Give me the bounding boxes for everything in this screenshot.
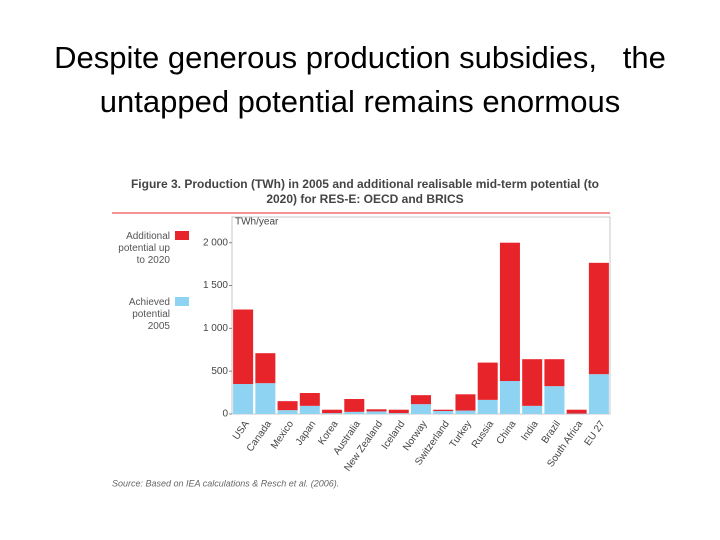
y-tick-label: 500 [211,366,228,377]
bar-segment [544,359,565,387]
y-tick-label: 1 500 [203,280,228,291]
bar-segment [433,409,454,412]
bar-segment [588,374,609,414]
bar-segment [522,359,543,406]
bar-segment [255,383,276,414]
x-tick-label: USA [231,419,252,442]
bar-segment [322,413,343,414]
y-tick-label: 0 [222,409,228,420]
bar-segment [299,405,320,414]
bar-segment [255,353,276,384]
x-tick-label: Russia [470,419,497,451]
x-tick-label: Japan [294,419,319,448]
bar-segment [477,399,498,414]
bar-segment [277,401,298,411]
legend-label: Additional potential up to 2020 [118,231,170,266]
bar-segment [455,394,476,411]
y-tick-label: 1 000 [203,323,228,334]
x-tick-label: Mexico [269,419,296,452]
bar-segment [410,395,432,405]
bar-segment [322,409,343,414]
legend-swatch [175,297,189,306]
bar-segment [455,410,476,414]
bar-segment [233,309,254,385]
legend-label: Achieved potential 2005 [128,297,170,332]
bar-segment [388,409,409,414]
x-tick-label: EU 27 [583,419,608,448]
bar-segment [344,411,365,414]
bar-segment [233,384,254,414]
bar-segment [277,410,298,414]
bar-segment [433,411,454,414]
source-note: Source: Based on IEA calculations & Resc… [112,478,339,488]
bar-segment [544,386,565,414]
bar-segment [522,405,543,414]
bar-segment [388,413,409,414]
chart-title: Figure 3. Production (TWh) in 2005 and a… [130,177,600,206]
y-tick-label: 2 000 [203,237,228,248]
bar-segment [566,409,587,414]
slide-title: Despite generous production subsidies, t… [54,40,675,119]
y-axis-label: TWh/year [235,217,279,228]
bar-segment [588,262,609,375]
bar-segment [366,409,387,412]
bar-segment [499,242,520,382]
bar-segment [477,362,498,400]
bar-segment [344,399,365,412]
bar-segment [366,411,387,414]
bar-segment [499,381,520,414]
x-tick-label: China [495,419,519,447]
x-tick-label: India [519,419,541,443]
bar-segment [299,393,320,406]
legend-swatch [175,231,189,240]
bar-segment [410,404,432,414]
